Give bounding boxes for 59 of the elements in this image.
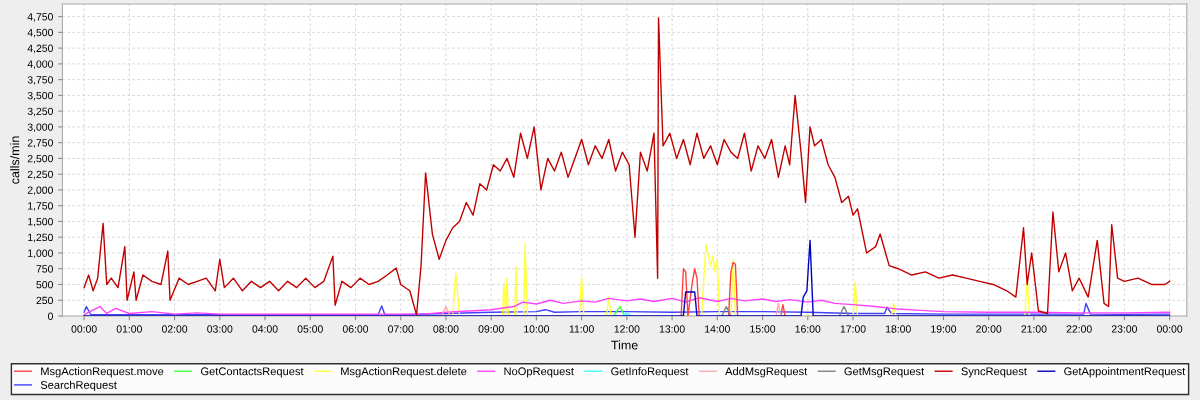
x-tick-label: 12:00	[614, 325, 640, 333]
x-tick-label: 11:00	[569, 325, 594, 333]
legend-label: NoOpRequest	[504, 367, 574, 378]
legend-label: GetInfoRequest	[611, 367, 689, 378]
y-tick-label: 2,500	[27, 154, 53, 164]
legend-label: GetContactsRequest	[201, 367, 304, 378]
y-tick-label: 4,750	[27, 13, 53, 22]
legend-label: MsgActionRequest.delete	[341, 367, 467, 378]
y-tick-label: 250	[36, 296, 53, 305]
x-tick-label: 04:00	[252, 325, 278, 333]
x-tick-label: 10:00	[524, 325, 550, 333]
x-tick-label: 20:00	[976, 325, 1002, 333]
x-tick-label: 18:00	[886, 325, 911, 333]
x-tick-label: 09:00	[478, 325, 504, 333]
x-tick-label: 07:00	[388, 325, 414, 333]
x-tick-label: 13:00	[659, 325, 685, 333]
x-tick-label: 22:00	[1066, 325, 1092, 333]
x-tick-label: 19:00	[931, 325, 957, 333]
y-tick-label: 1,500	[28, 217, 53, 227]
x-tick-label: 00:00	[71, 325, 97, 333]
line-series	[83, 297, 1171, 316]
x-tick-label: 08:00	[433, 325, 459, 333]
y-tick-label: 0	[47, 312, 53, 320]
y-tick-label: 4,250	[27, 44, 53, 54]
y-tick-label: 2,000	[27, 186, 53, 196]
y-tick-label: 750	[36, 265, 53, 273]
y-tick-label: 1,750	[28, 202, 53, 211]
x-tick-label: 14:00	[705, 325, 730, 333]
y-tick-label: 1,250	[28, 233, 53, 243]
x-tick-label: 16:00	[795, 325, 821, 333]
legend-label: AddMsgRequest	[725, 367, 808, 378]
y-tick-label: 3,500	[27, 91, 53, 101]
x-tick-label: 15:00	[750, 325, 776, 333]
y-tick-label: 3,000	[27, 123, 53, 133]
x-tick-label: 21:00	[1021, 325, 1047, 333]
x-tick-label: 17:00	[840, 325, 866, 333]
y-tick-label: 500	[36, 280, 53, 289]
y-tick-label: 3,750	[27, 76, 53, 85]
x-tick-label: 00:00	[1156, 325, 1183, 333]
legend-label: SyncRequest	[961, 367, 1027, 378]
x-tick-label: 23:00	[1111, 325, 1138, 333]
line-series	[83, 17, 1171, 316]
y-axis-title: calls/min	[10, 136, 20, 184]
y-tick-label: 1,000	[28, 249, 53, 259]
y-tick-label: 2,750	[27, 139, 53, 148]
x-tick-label: 06:00	[342, 325, 369, 333]
x-tick-label: 05:00	[297, 325, 323, 333]
y-tick-label: 2,250	[27, 170, 53, 180]
x-tick-label: 03:00	[207, 325, 233, 333]
y-tick-label: 3,250	[27, 107, 53, 117]
y-tick-label: 4,000	[27, 60, 53, 69]
legend-label: GetAppointmentRequest	[1064, 367, 1186, 378]
legend-label: GetMsgRequest	[844, 367, 925, 378]
x-axis-title: Time	[611, 340, 638, 350]
legend-label: MsgActionRequest.move	[41, 367, 164, 378]
legend-label: SearchRequest	[40, 380, 117, 392]
x-tick-label: 01:00	[116, 325, 142, 333]
x-tick-label: 02:00	[161, 325, 188, 333]
y-tick-label: 4,500	[27, 28, 53, 38]
